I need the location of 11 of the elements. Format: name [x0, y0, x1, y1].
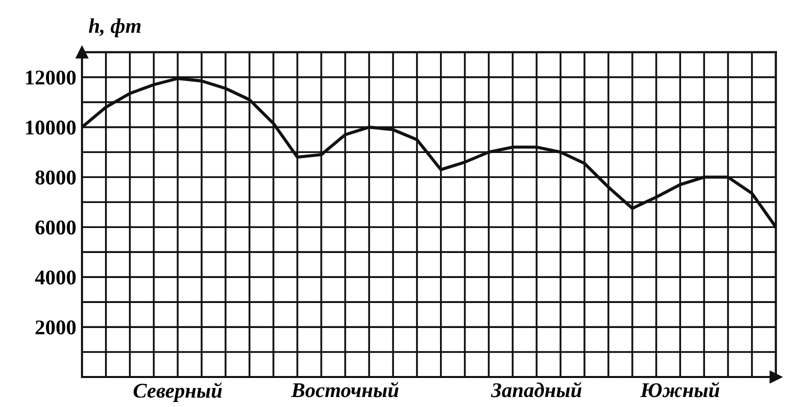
x-tick-label: Южный: [640, 382, 720, 398]
y-tick-label: 6000: [35, 220, 76, 235]
y-axis-title: h, фт: [88, 18, 141, 38]
y-tick-label: 12000: [26, 70, 76, 85]
y-tick-label: 8000: [35, 170, 76, 185]
x-tick-label: Восточный: [291, 382, 398, 398]
x-tick-label: Северный: [134, 382, 222, 402]
y-tick-label: 10000: [26, 120, 76, 135]
x-tick-label: Западный: [490, 382, 582, 398]
y-tick-label: 2000: [36, 320, 76, 334]
y-tick-label: 4000: [35, 270, 76, 285]
